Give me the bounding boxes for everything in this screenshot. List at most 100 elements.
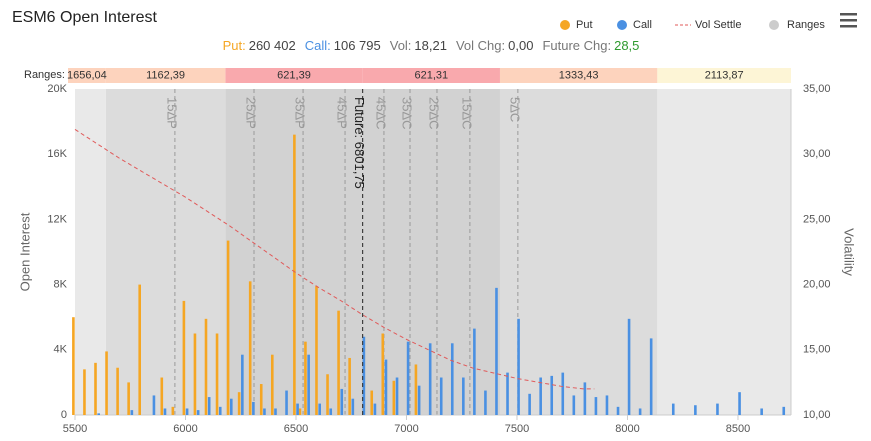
delta-label: 15ΔC <box>459 97 474 130</box>
bar <box>362 336 366 415</box>
bar <box>605 395 609 415</box>
legend-label: Put <box>576 19 593 31</box>
bar <box>318 403 321 415</box>
menu-bar[interactable] <box>840 19 857 22</box>
stat-label: Future Chg: <box>542 38 612 53</box>
bar <box>638 408 642 415</box>
y2-axis-title: Volatility <box>842 228 857 276</box>
bar <box>296 403 299 415</box>
bar <box>473 328 476 415</box>
bar <box>417 385 421 415</box>
range-value: 1162,39 <box>146 69 185 81</box>
bar <box>298 408 302 415</box>
bar <box>373 403 377 415</box>
legend-label: Vol Settle <box>695 19 741 31</box>
bar <box>215 333 219 415</box>
bar <box>97 413 100 415</box>
y-axis-title: Open Interest <box>17 212 32 291</box>
range-value: 621,39 <box>277 69 311 81</box>
bar <box>307 354 310 415</box>
menu-bar[interactable] <box>840 13 857 16</box>
x-tick-label: 8500 <box>726 423 750 435</box>
stats-row: Put: 260 402 Call: 106 795 Vol: 18,21 Vol Chg:… <box>0 38 871 53</box>
range-band <box>499 89 658 415</box>
y2-tick-label: 35,00 <box>803 83 831 95</box>
bar <box>484 390 487 415</box>
bar <box>384 359 388 415</box>
bar <box>226 240 230 415</box>
x-tick-label: 6500 <box>284 423 308 435</box>
bar <box>428 343 432 415</box>
stat-label: Put: <box>222 38 246 53</box>
ranges-label: Ranges: <box>24 69 65 81</box>
bar <box>229 398 233 415</box>
bar <box>782 406 786 415</box>
range-value: 1333,43 <box>559 69 599 81</box>
stat-label: Vol: <box>389 38 412 53</box>
menu-bar[interactable] <box>840 25 857 28</box>
bar <box>72 317 75 415</box>
bar <box>550 375 554 415</box>
bar <box>285 390 288 415</box>
bar <box>760 408 763 415</box>
bar <box>414 364 418 415</box>
delta-label: 25ΔC <box>426 97 441 130</box>
bar <box>392 380 396 415</box>
bar <box>263 408 266 415</box>
bar <box>370 390 374 415</box>
stat-value: 18,21 <box>414 38 447 53</box>
bar <box>138 284 141 415</box>
delta-label: 15ΔP <box>164 97 179 129</box>
bar <box>649 338 653 415</box>
bar <box>304 341 307 415</box>
legend-label: Call <box>633 19 652 31</box>
delta-label: 5ΔC <box>507 97 522 122</box>
bar <box>274 408 277 415</box>
legend-marker <box>617 20 627 30</box>
bar <box>207 397 211 415</box>
y2-tick-label: 10,00 <box>803 409 831 421</box>
y2-tick-label: 20,00 <box>803 279 831 291</box>
bar <box>185 408 189 415</box>
menu-button[interactable] <box>840 13 857 28</box>
bar <box>406 341 410 415</box>
stat-value: 28,5 <box>614 38 640 53</box>
bar <box>204 318 208 415</box>
future-label: Future: 6801,75 <box>352 97 367 189</box>
delta-label: 25ΔP <box>243 97 258 129</box>
legend-marker <box>560 20 570 30</box>
bar <box>738 392 741 415</box>
range-value: 621,31 <box>414 69 448 81</box>
range-value: 1656,04 <box>67 69 107 81</box>
range-cell <box>657 68 791 83</box>
delta-label: 45ΔP <box>334 97 349 129</box>
legend-marker <box>769 20 779 30</box>
bar <box>450 343 454 415</box>
stat-value: 0,00 <box>508 38 534 53</box>
bar <box>237 392 241 415</box>
vol-line <box>74 129 595 390</box>
y-tick-label: 20K <box>47 83 67 95</box>
y-tick-label: 4K <box>54 344 68 356</box>
delta-label: 45ΔC <box>373 97 388 130</box>
chart-title: ESM6 Open Interest <box>12 9 158 26</box>
stat-label: Call: <box>304 38 331 53</box>
y2-tick-label: 25,00 <box>803 213 831 225</box>
bar <box>259 384 263 415</box>
bar <box>561 372 565 415</box>
x-tick-label: 7500 <box>505 423 529 435</box>
bar <box>116 367 119 415</box>
range-cell <box>68 68 106 83</box>
bar <box>218 406 222 415</box>
bar <box>381 333 385 415</box>
bar <box>594 397 598 415</box>
range-value: 2113,87 <box>705 69 744 81</box>
x-tick-label: 5500 <box>63 423 87 435</box>
bar <box>127 382 130 415</box>
bar <box>439 377 443 415</box>
bar <box>196 410 200 415</box>
x-tick-label: 7000 <box>394 423 418 435</box>
bar <box>572 395 576 415</box>
